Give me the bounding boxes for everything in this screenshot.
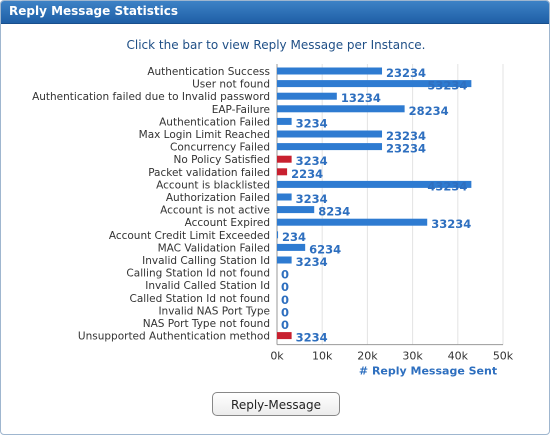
- bar-value-label: 3234: [296, 331, 328, 345]
- category-label: No Policy Satisfied: [174, 154, 271, 166]
- panel-title: Reply Message Statistics: [9, 4, 179, 18]
- category-label: Authentication Success: [147, 66, 270, 78]
- x-tick-label: 40k: [448, 350, 469, 363]
- bar[interactable]: [277, 80, 472, 88]
- bar[interactable]: [277, 67, 383, 75]
- bar-value-label: 0: [281, 318, 289, 332]
- panel-header: Reply Message Statistics: [1, 1, 549, 24]
- category-label: Account Expired: [185, 217, 270, 229]
- bar-value-label: 0: [281, 280, 289, 294]
- bar-value-label: 0: [281, 305, 289, 319]
- bar-value-label: 8234: [318, 205, 350, 219]
- category-label: Authentication Failed: [159, 116, 270, 128]
- x-tick-label: 30k: [402, 350, 423, 363]
- category-label: Concurrency Failed: [170, 142, 270, 154]
- category-label: Account is blacklisted: [156, 179, 270, 191]
- chart-instruction: Click the bar to view Reply Message per …: [126, 38, 426, 52]
- category-label: Invalid Calling Station Id: [142, 255, 270, 267]
- bar-value-label: 28234: [409, 104, 449, 118]
- bar-value-label: 43234: [427, 179, 467, 193]
- bar-value-label: 13234: [341, 91, 381, 105]
- category-label: Unsupported Authentication method: [78, 331, 270, 343]
- bar-value-label: 6234: [309, 242, 341, 256]
- category-label: Invalid Called Station Id: [145, 280, 270, 292]
- category-label: Authorization Failed: [166, 192, 270, 204]
- bar[interactable]: [277, 256, 292, 264]
- bar-value-label: 0: [281, 293, 289, 307]
- category-label: User not found: [192, 79, 270, 91]
- category-label: Packet validation failed: [148, 167, 270, 179]
- bar-value-label: 3234: [296, 154, 328, 168]
- bar[interactable]: [277, 218, 428, 226]
- bar-value-label: 53234: [427, 79, 467, 93]
- bar[interactable]: [277, 332, 292, 340]
- category-label: Authentication failed due to Invalid pas…: [32, 91, 270, 103]
- x-tick-label: 10k: [312, 350, 333, 363]
- category-label: MAC Validation Failed: [158, 242, 270, 254]
- bar[interactable]: [277, 168, 288, 176]
- bar-value-label: 23234: [386, 66, 426, 80]
- category-label: Account is not active: [160, 205, 270, 217]
- reply-message-legend-button[interactable]: Reply-Message: [212, 392, 340, 416]
- bar[interactable]: [277, 105, 405, 113]
- bar-value-label: 23234: [386, 142, 426, 156]
- bar[interactable]: [277, 243, 306, 251]
- bar-value-label: 3234: [296, 192, 328, 206]
- bar[interactable]: [277, 143, 383, 151]
- bar[interactable]: [277, 231, 279, 239]
- category-label: Calling Station Id not found: [126, 268, 270, 280]
- category-label: Called Station Id not found: [130, 293, 270, 305]
- bar-value-label: 0: [281, 268, 289, 282]
- bar-value-label: 234: [282, 230, 306, 244]
- category-label: Account Credit Limit Exceeded: [109, 230, 270, 242]
- x-axis-title: # Reply Message Sent: [359, 365, 497, 378]
- bar[interactable]: [277, 180, 472, 188]
- bar-value-label: 33234: [431, 217, 471, 231]
- category-label: Max Login Limit Reached: [139, 129, 270, 141]
- bar-value-label: 23234: [386, 129, 426, 143]
- category-label: Invalid NAS Port Type: [158, 305, 270, 317]
- x-tick-label: 0k: [270, 350, 284, 363]
- category-label: EAP-Failure: [212, 104, 270, 116]
- bar[interactable]: [277, 130, 383, 138]
- bar-value-label: 2234: [291, 167, 323, 181]
- category-label: NAS Port Type not found: [143, 318, 270, 330]
- bar-value-label: 3234: [296, 116, 328, 130]
- bar[interactable]: [277, 117, 292, 125]
- bar[interactable]: [277, 206, 315, 214]
- bar[interactable]: [277, 92, 337, 100]
- bar-value-label: 3234: [296, 255, 328, 269]
- x-tick-label: 20k: [357, 350, 378, 363]
- x-tick-label: 50k: [493, 350, 514, 363]
- bar[interactable]: [277, 193, 292, 201]
- bar[interactable]: [277, 155, 292, 163]
